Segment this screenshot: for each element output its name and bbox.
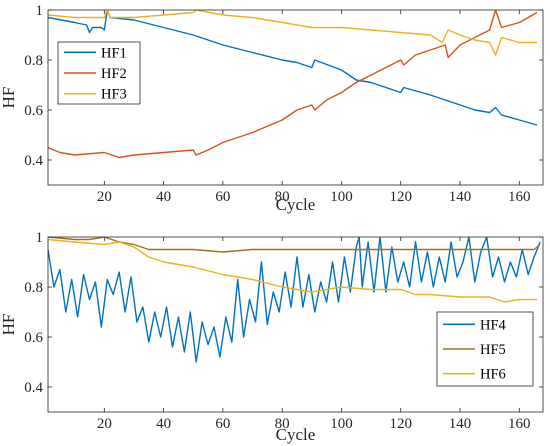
series-group [48, 10, 538, 159]
y-axis-label: HF [0, 87, 18, 109]
y-tick-label: 0.8 [24, 280, 43, 296]
y-tick-label: 1 [36, 230, 44, 246]
series-line-hf5 [48, 237, 541, 253]
x-tick-label: 120 [389, 189, 412, 205]
chart-panel-1: 20 40 60 80 100 120 140 160 0.4 0.6 0.8 1 Cycle HF HF1… [0, 3, 544, 214]
x-tick-label: 100 [330, 189, 353, 205]
axes-box [47, 9, 544, 186]
y-tick-label: 0.4 [24, 153, 43, 169]
x-tick-label: 20 [97, 416, 112, 432]
x-tick-label: 140 [449, 189, 472, 205]
x-tick-label: 120 [389, 416, 412, 432]
legend: HF4 HF5 HF6 [436, 311, 534, 387]
series-line-hf1 [48, 10, 538, 126]
x-tick-label: 80 [275, 416, 290, 432]
legend-label-hf1: HF1 [101, 45, 127, 61]
y-axis-label: HF [0, 314, 18, 336]
series-line-hf2 [48, 10, 538, 159]
legend-label-hf3: HF3 [101, 87, 127, 103]
x-tick-label: 160 [508, 416, 531, 432]
x-tick-label: 40 [156, 416, 171, 432]
x-tick-label: 160 [508, 189, 531, 205]
x-tick-label: 60 [215, 416, 230, 432]
legend: HF1 HF2 HF3 [57, 41, 141, 105]
x-tick-label: 60 [215, 189, 230, 205]
axes-box [47, 236, 544, 413]
x-tick-label: 100 [330, 416, 353, 432]
legend-label-hf4: HF4 [480, 317, 507, 333]
series-line-hf4 [48, 237, 541, 363]
legend-label-hf5: HF5 [480, 342, 506, 358]
legend-label-hf6: HF6 [480, 367, 506, 383]
y-tick-label: 1 [36, 3, 44, 19]
x-axis-label: Cycle [276, 195, 316, 214]
x-tick-label: 20 [97, 189, 112, 205]
x-tick-label: 40 [156, 189, 171, 205]
x-tick-label: 80 [275, 189, 290, 205]
series-line-hf6 [48, 238, 538, 303]
y-tick-label: 0.8 [24, 53, 43, 69]
y-tick-label: 0.6 [24, 103, 43, 119]
chart-panel-2: 20 40 60 80 100 120 140 160 0.4 0.6 0.8 1 Cycle HF HF4… [0, 230, 544, 444]
y-tick-label: 0.6 [24, 330, 43, 346]
legend-label-hf2: HF2 [101, 66, 127, 82]
x-tick-label: 140 [449, 416, 472, 432]
y-tick-label: 0.4 [24, 380, 43, 396]
series-group [48, 237, 541, 363]
x-axis-label: Cycle [276, 425, 316, 444]
series-line-hf3 [48, 10, 538, 56]
